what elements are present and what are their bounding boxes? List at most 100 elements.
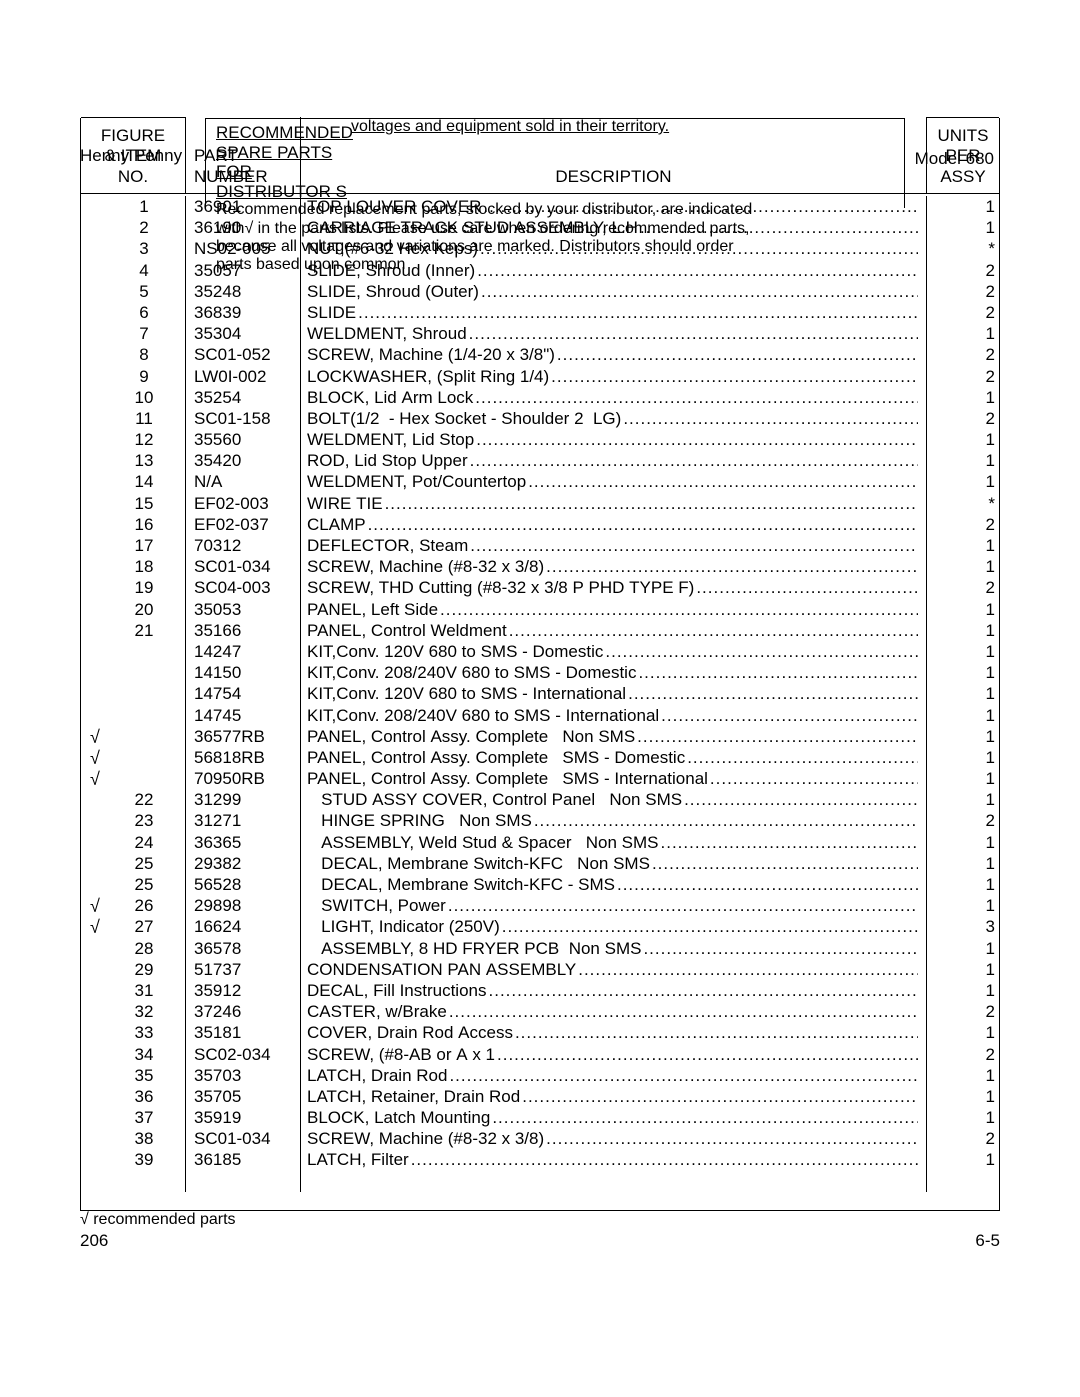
recommended-mark: √ [81, 768, 109, 789]
units-per-assy: 1 [927, 471, 999, 492]
description-cell: ASSEMBLY, Weld Stud & Spacer Non SMS [301, 832, 927, 853]
units-per-assy: 1 [927, 1065, 999, 1086]
table-row: 16EF02-037CLAMP2 [81, 514, 999, 535]
part-number: 36578 [186, 938, 301, 959]
recommended-mark: √ [81, 726, 109, 747]
recommended-mark [81, 366, 109, 387]
table-row: 1335420ROD, Lid Stop Upper1 [81, 450, 999, 471]
recommended-mark [81, 493, 109, 514]
recommended-mark [81, 514, 109, 535]
description-cell: KIT,Conv. 208/240V 680 to SMS - Internat… [301, 705, 927, 726]
figure-item-no: 1 [109, 196, 186, 217]
recommended-mark [81, 323, 109, 344]
recommended-mark [81, 238, 109, 259]
recommended-mark [81, 260, 109, 281]
units-per-assy: 2 [927, 1001, 999, 1022]
table-row: 3NS02-005NUT,(#6-32 Hex Keps)* [81, 238, 999, 259]
parts-list-page: Henny Penny RECOMMENDED SPARE PARTS FOR … [80, 118, 1000, 1251]
recommended-mark [81, 408, 109, 429]
figure-item-no [109, 768, 186, 789]
units-per-assy: 1 [927, 323, 999, 344]
figure-item-no: 36 [109, 1086, 186, 1107]
units-per-assy: 1 [927, 662, 999, 683]
part-number: 29382 [186, 853, 301, 874]
recommended-mark [81, 980, 109, 1001]
figure-item-no: 10 [109, 387, 186, 408]
figure-item-no: 22 [109, 789, 186, 810]
figure-item-no: 5 [109, 281, 186, 302]
figure-item-no [109, 705, 186, 726]
description-cell: WIRE TIE [301, 493, 927, 514]
figure-item-no: 31 [109, 980, 186, 1001]
figure-item-no: 32 [109, 1001, 186, 1022]
units-per-assy: 2 [927, 344, 999, 365]
recommended-mark [81, 577, 109, 598]
figure-item-no: 33 [109, 1022, 186, 1043]
figure-item-no: 19 [109, 577, 186, 598]
part-number: 35166 [186, 620, 301, 641]
units-per-assy: 2 [927, 514, 999, 535]
units-per-assy: * [927, 493, 999, 514]
description-cell: LATCH, Retainer, Drain Rod [301, 1086, 927, 1107]
description-cell: LATCH, Filter [301, 1149, 927, 1170]
units-per-assy: 1 [927, 1149, 999, 1170]
part-number: 56528 [186, 874, 301, 895]
table-row: 136901TOP LOUVER COVER1 [81, 196, 999, 217]
part-number: 16624 [186, 916, 301, 937]
part-number: 31299 [186, 789, 301, 810]
figure-item-no: 14 [109, 471, 186, 492]
recommended-mark [81, 620, 109, 641]
recommended-mark [81, 662, 109, 683]
figure-item-no: 4 [109, 260, 186, 281]
units-per-assy: 2 [927, 1044, 999, 1065]
description-cell: LOCKWASHER, (Split Ring 1/4) [301, 366, 927, 387]
recommended-mark [81, 1022, 109, 1043]
figure-item-no: 27 [109, 916, 186, 937]
table-row: 636839SLIDE2 [81, 302, 999, 323]
figure-item-no [109, 662, 186, 683]
recommended-mark [81, 789, 109, 810]
units-per-assy: 1 [927, 217, 999, 238]
part-number: 35919 [186, 1107, 301, 1128]
units-per-assy: 1 [927, 726, 999, 747]
figure-item-no: 26 [109, 895, 186, 916]
recommended-mark [81, 832, 109, 853]
figure-item-no: 7 [109, 323, 186, 344]
units-per-assy: 2 [927, 281, 999, 302]
part-number: 36190 [186, 217, 301, 238]
figure-item-no: 9 [109, 366, 186, 387]
figure-item-no [109, 641, 186, 662]
table-row: √2629898 SWITCH, Power1 [81, 895, 999, 916]
table-row: 3535703LATCH, Drain Rod1 [81, 1065, 999, 1086]
units-per-assy: 1 [927, 789, 999, 810]
part-number: 36577RB [186, 726, 301, 747]
description-cell: WELDMENT, Lid Stop [301, 429, 927, 450]
part-number: 35254 [186, 387, 301, 408]
description-cell: SCREW, Machine (1/4-20 x 3/8") [301, 344, 927, 365]
table-row: 435057SLIDE, Shroud (Inner)2 [81, 260, 999, 281]
description-cell: KIT,Conv. 120V 680 to SMS - Domestic [301, 641, 927, 662]
units-per-assy: 2 [927, 577, 999, 598]
description-cell: BLOCK, Lid Arm Lock [301, 387, 927, 408]
units-per-assy: 1 [927, 895, 999, 916]
part-number: 37246 [186, 1001, 301, 1022]
units-per-assy: 1 [927, 1086, 999, 1107]
table-row: 14247KIT,Conv. 120V 680 to SMS - Domesti… [81, 641, 999, 662]
figure-item-no: 3 [109, 238, 186, 259]
part-number: 29898 [186, 895, 301, 916]
figure-item-no: 16 [109, 514, 186, 535]
figure-item-no: 28 [109, 938, 186, 959]
description-cell: KIT,Conv. 208/240V 680 to SMS - Domestic [301, 662, 927, 683]
table-row: 3635705LATCH, Retainer, Drain Rod1 [81, 1086, 999, 1107]
units-per-assy: 1 [927, 1107, 999, 1128]
units-per-assy: 1 [927, 535, 999, 556]
table-row: 2035053PANEL, Left Side1 [81, 599, 999, 620]
recommended-mark [81, 1128, 109, 1149]
description-cell: PANEL, Left Side [301, 599, 927, 620]
description-cell: PANEL, Control Assy. Complete Non SMS [301, 726, 927, 747]
page-footer: 206 6-5 [80, 1231, 1000, 1251]
units-per-assy: 2 [927, 810, 999, 831]
units-per-assy: 1 [927, 874, 999, 895]
recommended-mark [81, 387, 109, 408]
units-per-assy: 2 [927, 366, 999, 387]
